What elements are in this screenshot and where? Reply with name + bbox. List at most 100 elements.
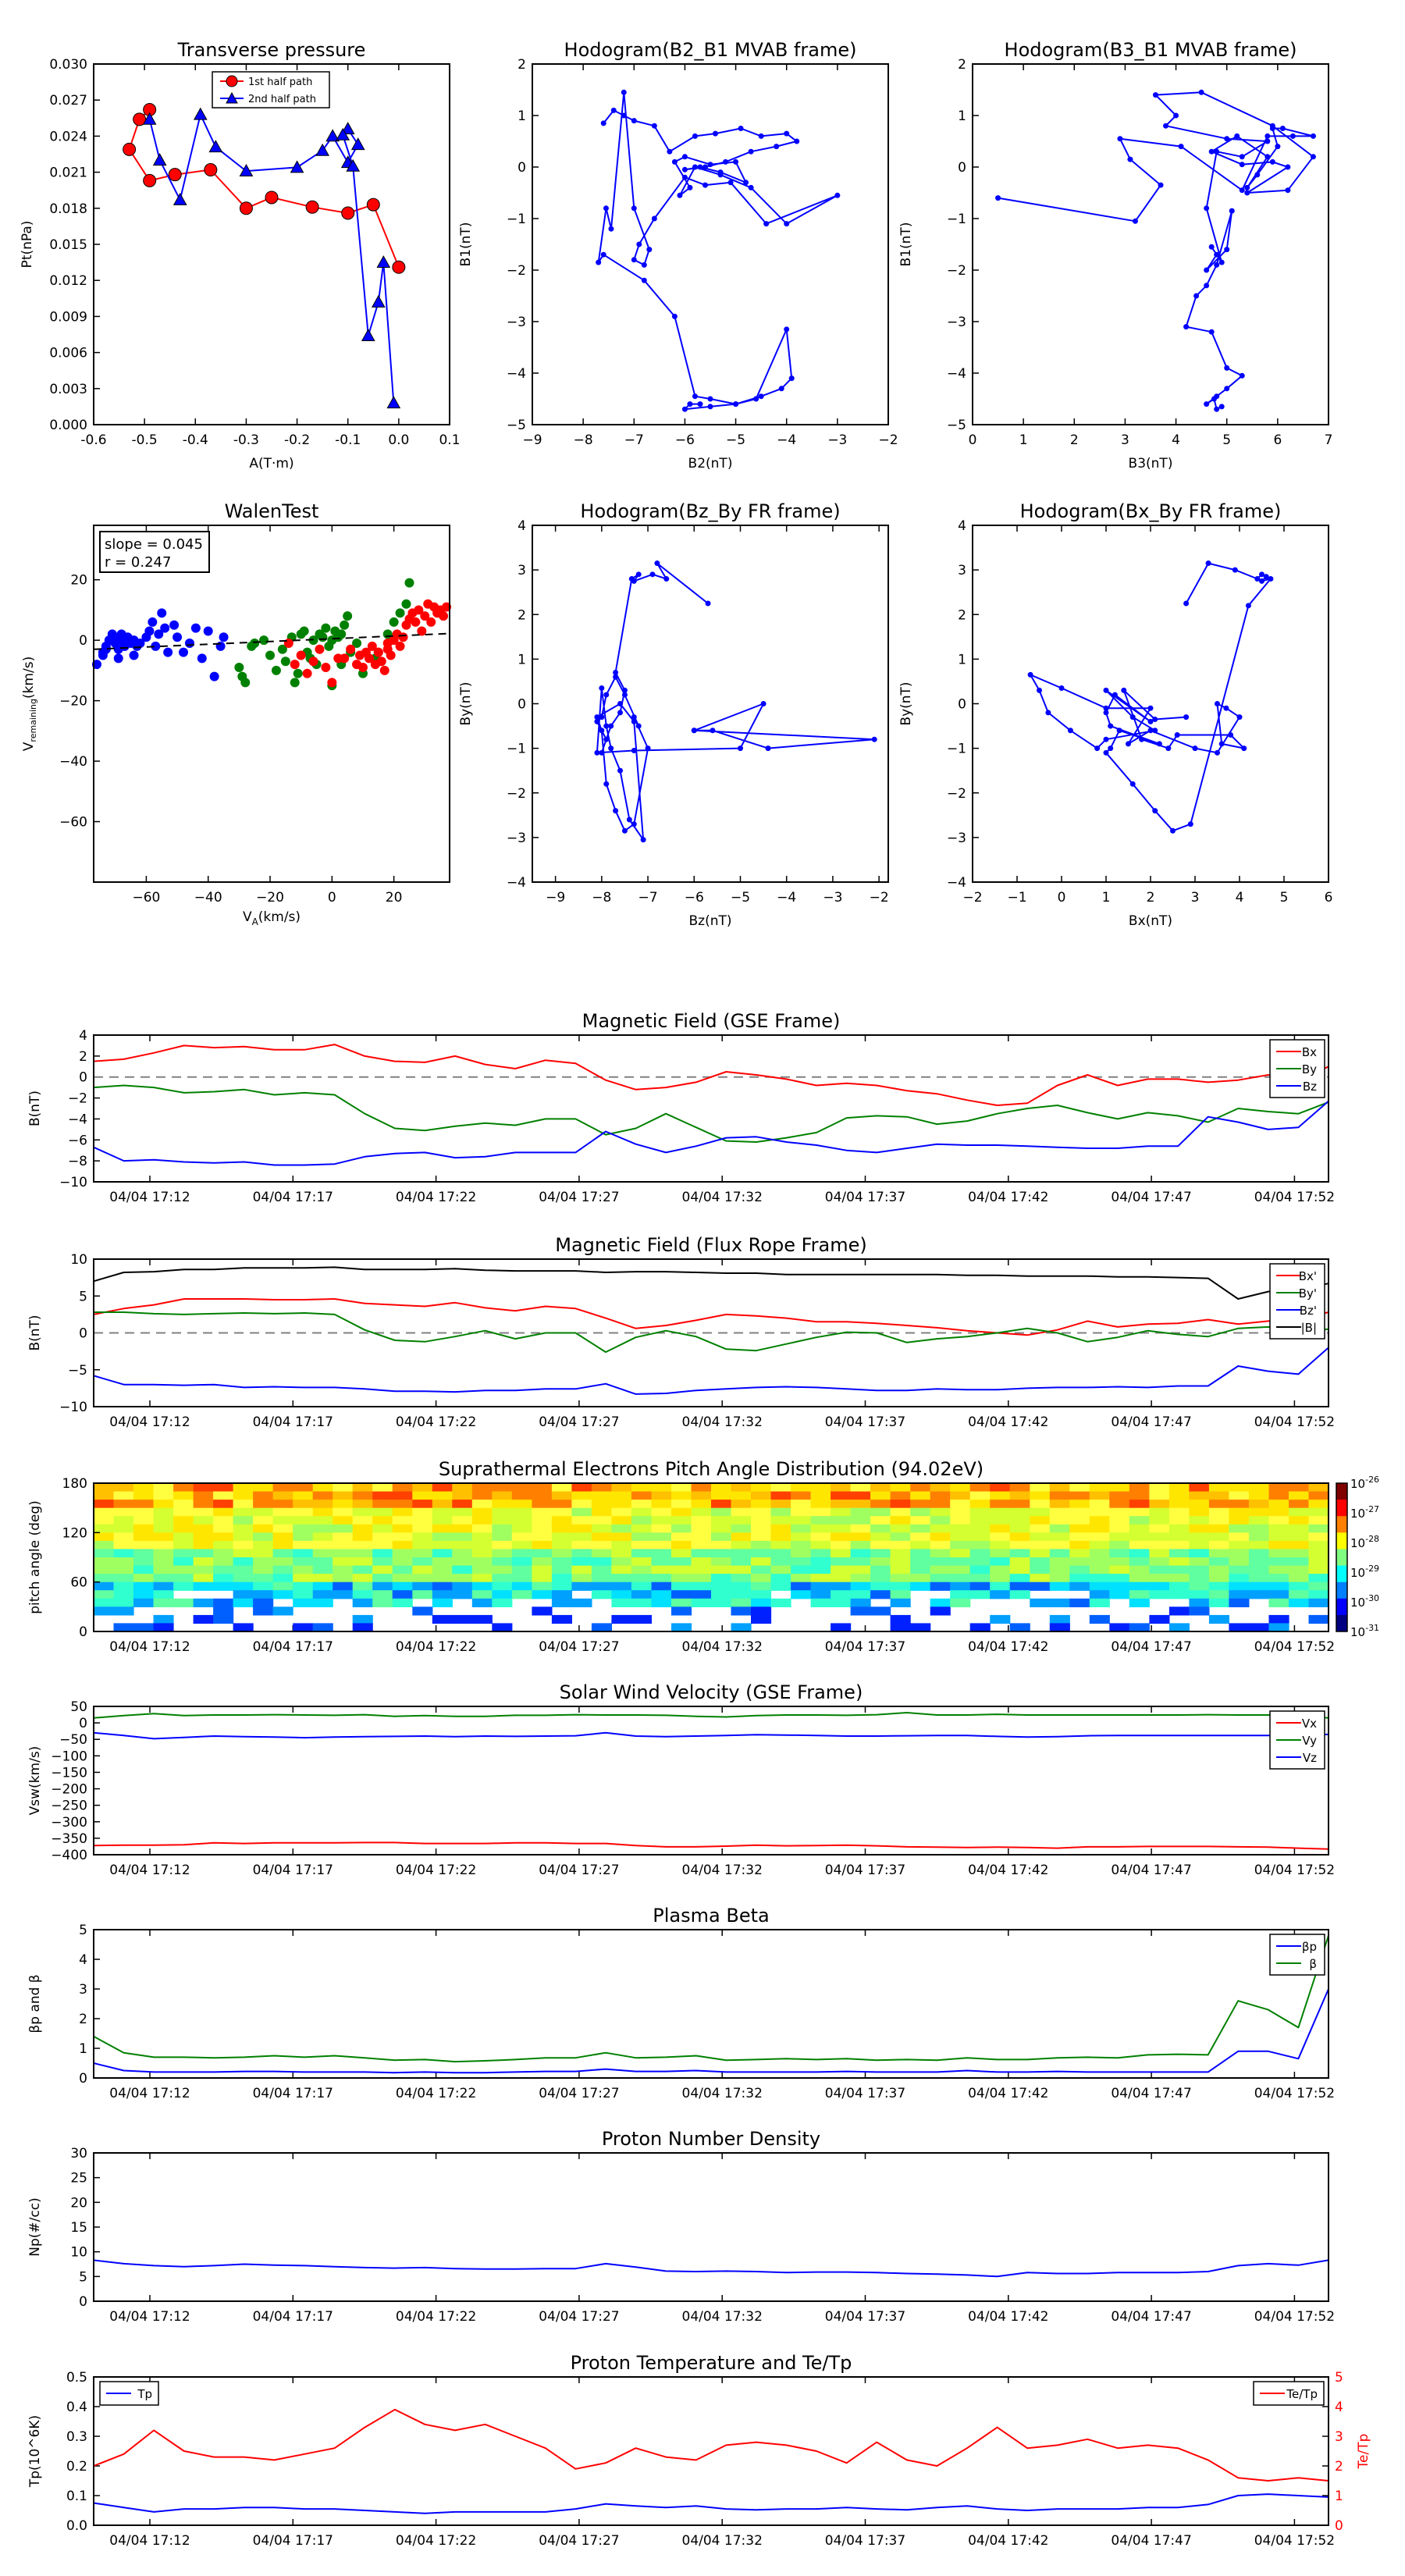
data-point <box>1094 745 1101 752</box>
y-tick-label: −1 <box>947 742 966 757</box>
legend-label: By <box>1302 1062 1317 1076</box>
heatmap-cell <box>551 1540 572 1550</box>
heatmap-cell <box>412 1532 433 1542</box>
heatmap-cell <box>731 1549 752 1558</box>
data-point <box>645 745 651 752</box>
heatmap-cell <box>950 1540 971 1550</box>
heatmap-cell <box>352 1590 373 1599</box>
x-tick-label: −4 <box>777 890 796 906</box>
heatmap-cell <box>1189 1549 1210 1558</box>
heatmap-cell <box>511 1507 532 1517</box>
data-point <box>603 205 609 212</box>
heatmap-cell <box>791 1516 812 1525</box>
heatmap-cell <box>651 1507 672 1517</box>
heatmap-cell <box>392 1491 413 1500</box>
heatmap-cell <box>930 1606 951 1616</box>
heatmap-cell <box>471 1507 493 1517</box>
x-tick-label: 04/04 17:37 <box>825 1190 905 1205</box>
data-point <box>417 626 427 636</box>
y-tick-label: 0 <box>79 1070 87 1086</box>
heatmap-cell <box>1208 1582 1229 1591</box>
y-axis-label-part: V <box>21 742 37 751</box>
heatmap-cell <box>1289 1565 1310 1574</box>
x-tick-label: 04/04 17:27 <box>539 2309 619 2325</box>
heatmap-cell <box>791 1549 812 1558</box>
heatmap-cell <box>492 1623 513 1632</box>
heatmap-cell <box>312 1483 333 1493</box>
heatmap-cell <box>1049 1507 1070 1517</box>
heatmap-cell <box>1248 1507 1269 1517</box>
heatmap-cell <box>452 1565 473 1574</box>
x-tick-label: -0.5 <box>132 432 158 448</box>
data-point <box>1129 781 1136 787</box>
heatmap-cell <box>1149 1491 1170 1500</box>
heatmap-cell <box>532 1565 553 1574</box>
x-tick-label: 04/04 17:52 <box>1254 1863 1335 1878</box>
heatmap-cell <box>532 1606 553 1616</box>
data-point <box>753 396 759 402</box>
y-tick-label: 3 <box>1335 2429 1343 2445</box>
data-point <box>426 617 436 627</box>
heatmap-cell <box>272 1483 293 1493</box>
heatmap-cell <box>272 1574 293 1583</box>
heatmap-cell <box>352 1614 373 1624</box>
x-tick-label: 04/04 17:12 <box>109 1414 190 1430</box>
heatmap-cell <box>272 1565 293 1574</box>
y-tick-label: −250 <box>51 1799 87 1814</box>
data-point <box>1147 718 1154 724</box>
data-point <box>1218 259 1225 265</box>
data-point <box>594 749 600 756</box>
heatmap-cell <box>452 1483 473 1493</box>
heatmap-cell <box>791 1524 812 1533</box>
heatmap-cell <box>611 1516 632 1525</box>
heatmap-cell <box>571 1516 592 1525</box>
heatmap-cell <box>333 1549 354 1558</box>
heatmap-cell <box>173 1507 194 1517</box>
heatmap-cell <box>770 1524 791 1533</box>
heatmap-cell <box>791 1565 812 1574</box>
heatmap-cell <box>1289 1500 1310 1509</box>
heatmap-cell <box>910 1516 931 1525</box>
heatmap-cell <box>1009 1623 1030 1632</box>
data-point <box>361 329 375 341</box>
heatmap-cell <box>1229 1590 1250 1599</box>
heatmap-cell <box>94 1582 115 1591</box>
heatmap-cell <box>571 1524 592 1533</box>
heatmap-cell <box>312 1565 333 1574</box>
data-point <box>671 158 678 165</box>
data-point <box>318 632 328 642</box>
heatmap-cell <box>333 1574 354 1583</box>
y-tick-label: 0.012 <box>49 273 87 289</box>
heatmap-cell <box>1229 1540 1250 1550</box>
data-point <box>692 133 698 139</box>
heatmap-cell <box>452 1540 473 1550</box>
heatmap-cell <box>1069 1491 1090 1500</box>
heatmap-cell <box>133 1574 155 1583</box>
x-tick-label: 04/04 17:47 <box>1111 1639 1191 1655</box>
heatmap-cell <box>1129 1540 1150 1550</box>
x-tick-label: 04/04 17:27 <box>539 1863 619 1878</box>
heatmap-cell <box>651 1483 672 1493</box>
heatmap-cell <box>1308 1574 1329 1583</box>
heatmap-cell <box>850 1524 871 1533</box>
data-point <box>1264 154 1271 160</box>
data-point <box>594 714 600 720</box>
heatmap-cell <box>471 1532 493 1542</box>
data-point <box>635 723 642 729</box>
data-point <box>758 393 764 400</box>
data-point <box>190 623 201 633</box>
data-point <box>1244 190 1250 196</box>
heatmap-cell <box>1308 1557 1329 1567</box>
heatmap-cell <box>133 1507 155 1517</box>
y-tick-label: 20 <box>70 2195 87 2211</box>
heatmap-cell <box>611 1507 632 1517</box>
heatmap-cell <box>532 1532 553 1542</box>
heatmap-cell <box>870 1590 891 1599</box>
heatmap-cell <box>432 1540 453 1550</box>
colorbar-label-base: 10 <box>1350 1625 1365 1639</box>
y-tick-label: −5 <box>68 1363 87 1379</box>
heatmap-cell <box>651 1582 672 1591</box>
heatmap-cell <box>890 1532 911 1542</box>
heatmap-cell <box>1009 1582 1030 1591</box>
